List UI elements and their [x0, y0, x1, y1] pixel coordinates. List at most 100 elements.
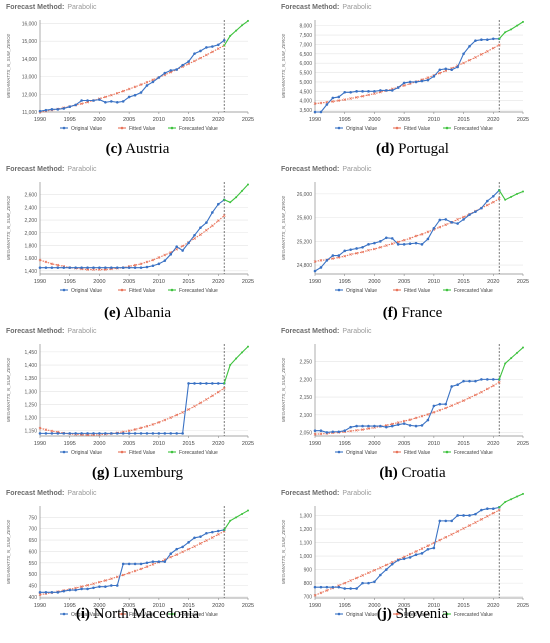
point-original [181, 63, 184, 67]
point-fitted [462, 399, 465, 402]
point-original [385, 236, 388, 240]
point-original [80, 587, 83, 591]
point-original [450, 221, 453, 224]
x-tick-label: 2000 [93, 603, 105, 609]
point-original [145, 432, 149, 435]
y-tick-label: 5,000 [299, 80, 312, 86]
y-tick-label: 1,150 [24, 429, 37, 435]
legend-marker-fitted [120, 612, 124, 616]
y-tick-label: 25,600 [297, 216, 313, 222]
point-fitted [497, 43, 501, 47]
point-original [104, 585, 107, 588]
point-fitted [444, 535, 448, 539]
point-original [205, 221, 208, 224]
point-forecasted [522, 20, 524, 23]
point-fitted [408, 418, 412, 422]
point-original [193, 52, 196, 55]
point-fitted [444, 223, 448, 227]
point-fitted [420, 414, 424, 418]
legend-label-fitted: Fitted Value [129, 288, 156, 294]
point-fitted [414, 550, 418, 553]
point-original [38, 432, 42, 435]
point-fitted [151, 78, 155, 82]
point-fitted [349, 253, 353, 256]
y-tick-label: 2,050 [299, 430, 312, 436]
point-fitted [438, 71, 442, 75]
x-tick-label: 2000 [93, 441, 105, 447]
point-fitted [133, 569, 137, 573]
point-original [414, 553, 418, 557]
point-fitted [313, 260, 317, 263]
x-tick-label: 1990 [309, 117, 321, 123]
point-fitted [497, 508, 501, 512]
y-tick-label: 1,350 [24, 376, 37, 382]
y-tick-label: 550 [29, 561, 38, 567]
x-tick-label: 2015 [457, 117, 469, 123]
point-original [193, 536, 196, 540]
point-original [337, 95, 341, 99]
point-original [420, 79, 424, 83]
point-fitted [497, 197, 501, 200]
point-original [408, 424, 412, 427]
legend-marker-original [337, 288, 341, 292]
y-tick-label: 26,000 [297, 192, 313, 198]
point-original [390, 89, 394, 92]
point-original [396, 86, 400, 89]
series-line-forecasted [498, 190, 524, 201]
point-fitted [361, 574, 364, 577]
series-line-original [39, 39, 225, 112]
x-tick-label: 1990 [34, 117, 46, 123]
point-fitted [373, 247, 376, 251]
point-original [216, 202, 220, 206]
x-tick-label: 2010 [153, 279, 165, 285]
point-forecasted [510, 498, 513, 501]
point-fitted [139, 567, 143, 571]
point-fitted [151, 563, 155, 566]
point-original [56, 432, 60, 435]
point-original [456, 65, 459, 69]
point-original [56, 591, 60, 594]
y-tick-label: 1,250 [24, 402, 37, 408]
point-fitted [193, 545, 196, 548]
x-tick-label: 2020 [487, 603, 499, 609]
point-original [157, 560, 161, 563]
point-fitted [432, 410, 436, 414]
x-tick-label: 2000 [368, 117, 380, 123]
point-original [92, 432, 95, 435]
point-fitted [456, 218, 459, 221]
y-tick-label: 4,500 [299, 89, 312, 95]
y-tick-label: 2,250 [299, 360, 312, 366]
y-tick-label: 2,600 [24, 193, 37, 199]
point-original [468, 514, 471, 517]
y-axis-title: MEGAWATTS_N_SUM_ZERO0 [281, 33, 286, 98]
point-original [414, 80, 418, 84]
point-original [121, 562, 125, 566]
x-tick-label: 1990 [309, 603, 321, 609]
x-tick-label: 2015 [457, 603, 469, 609]
point-fitted [426, 544, 430, 548]
point-forecasted [223, 382, 226, 385]
point-original [420, 552, 424, 555]
point-original [193, 382, 196, 385]
x-tick-label: 2005 [123, 279, 135, 285]
point-fitted [349, 579, 353, 582]
point-forecasted [235, 357, 238, 360]
point-original [361, 90, 364, 93]
point-fitted [222, 386, 226, 390]
point-original [50, 108, 54, 111]
point-original [474, 210, 477, 213]
point-fitted [50, 429, 54, 433]
y-tick-label: 12,000 [22, 92, 38, 98]
x-tick-label: 2005 [123, 117, 135, 123]
point-original [355, 587, 358, 590]
series-line-forecasted [223, 510, 249, 531]
point-fitted [205, 398, 208, 401]
point-original [104, 100, 107, 104]
y-tick-label: 1,400 [24, 363, 37, 369]
point-fitted [367, 571, 370, 575]
point-original [98, 585, 101, 588]
point-original [181, 249, 184, 252]
point-original [68, 432, 72, 435]
point-fitted [420, 232, 424, 236]
point-original [373, 241, 376, 245]
